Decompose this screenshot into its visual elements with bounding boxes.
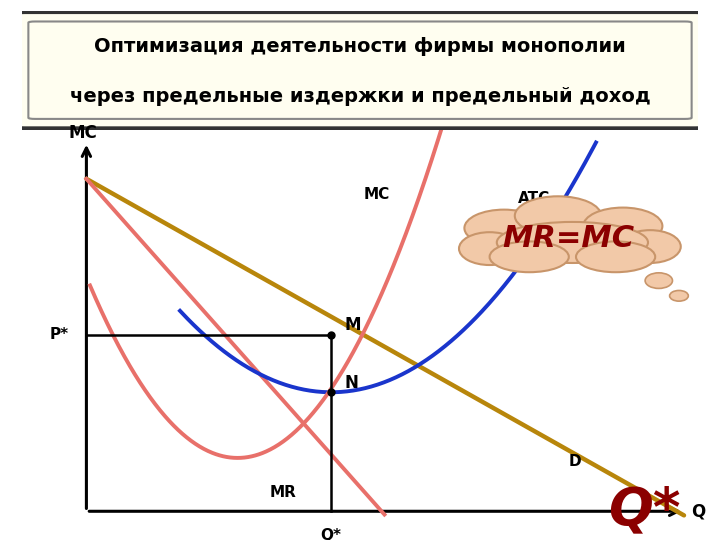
Text: M: M [344, 316, 361, 334]
Ellipse shape [619, 230, 681, 263]
Text: ATC: ATC [518, 192, 551, 206]
Text: Q*: Q* [608, 484, 680, 536]
Text: Q: Q [691, 502, 706, 520]
Text: Оптимизация деятельности фирмы монополии: Оптимизация деятельности фирмы монополии [94, 37, 626, 56]
Ellipse shape [645, 273, 672, 288]
FancyBboxPatch shape [12, 12, 708, 129]
Text: MR: MR [270, 485, 297, 500]
Ellipse shape [583, 207, 662, 245]
Text: через предельные издержки и предельный доход: через предельные издержки и предельный д… [70, 87, 650, 106]
Text: MR=MC: MR=MC [503, 224, 635, 253]
Text: P*: P* [49, 327, 68, 342]
Ellipse shape [670, 291, 688, 301]
Text: N: N [344, 374, 358, 392]
Ellipse shape [515, 197, 601, 235]
Ellipse shape [497, 222, 648, 263]
Ellipse shape [490, 241, 569, 272]
Text: MC: MC [68, 124, 97, 142]
Text: MC: MC [364, 187, 390, 202]
Ellipse shape [576, 241, 655, 272]
Ellipse shape [459, 232, 521, 265]
Text: Q*: Q* [320, 528, 342, 540]
Ellipse shape [464, 210, 544, 247]
Text: D: D [569, 454, 582, 469]
